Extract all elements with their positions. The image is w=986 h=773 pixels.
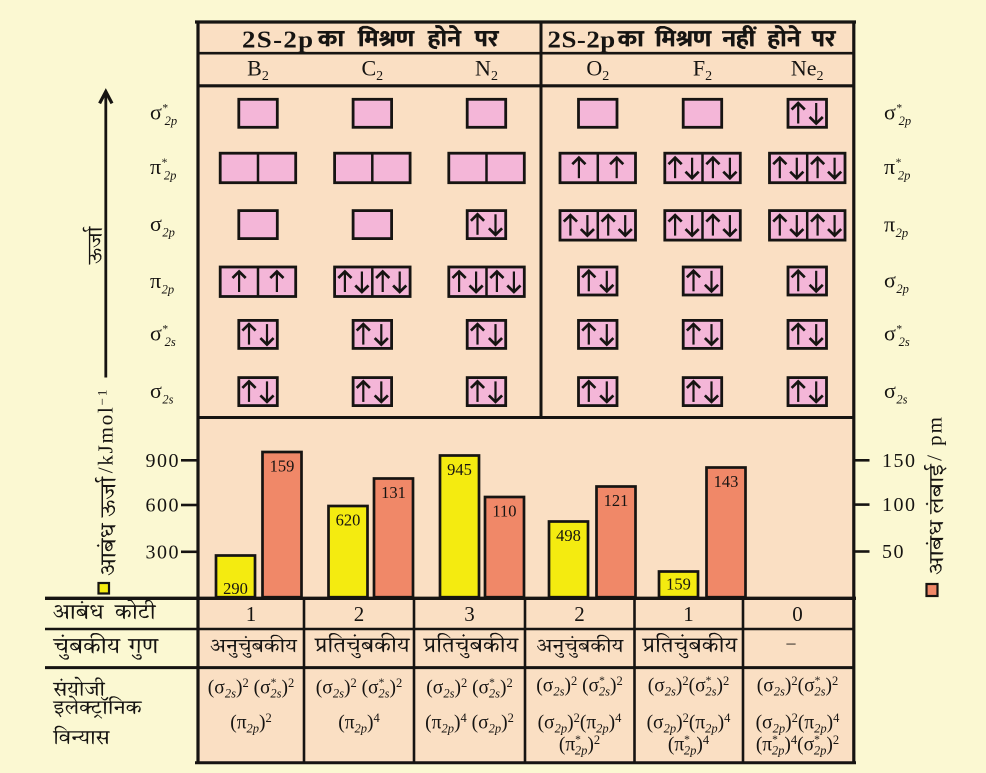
svg-text:σ2p: σ2p <box>884 267 909 296</box>
svg-text:900: 900 <box>146 450 181 472</box>
svg-text:(σ2p)2(π2p)4: (σ2p)2(π2p)4 <box>756 711 841 736</box>
svg-text:(σ2s)2 (σ*2s)2: (σ2s)2 (σ* 2s)2 <box>208 676 294 701</box>
svg-text:(σ2s)2(σ*2s)2: (σ2s)2(σ* 2s)2 <box>757 674 839 699</box>
svg-text:(π*2p)4(σ*2p)2: (π* 2p)4(σ* 2p)2 <box>756 733 839 758</box>
svg-text:143: 143 <box>714 472 739 491</box>
svg-text:3: 3 <box>464 602 475 626</box>
svg-text:π2p: π2p <box>150 268 174 297</box>
svg-text:σ2s: σ2s <box>150 378 174 407</box>
svg-text:π2p: π2p <box>884 212 908 241</box>
svg-text:σ*2p: σ* 2p <box>150 100 177 129</box>
svg-text:(σ2s)2 (σ*2s)2: (σ2s)2 (σ* 2s)2 <box>536 674 622 699</box>
svg-text:110: 110 <box>492 501 516 520</box>
svg-text:(π2p)4: (π2p)4 <box>338 711 380 736</box>
svg-text:100: 100 <box>882 494 917 516</box>
svg-text:620: 620 <box>336 510 361 529</box>
svg-text:σ2p: σ2p <box>150 211 175 240</box>
svg-text:945: 945 <box>447 460 472 479</box>
svg-text:159: 159 <box>666 574 691 593</box>
svg-text:131: 131 <box>381 483 406 502</box>
svg-text:2S-2p: 2S-2p <box>242 26 314 53</box>
svg-text:50: 50 <box>882 541 905 563</box>
svg-text:(σ2p)2(π2p)4: (σ2p)2(π2p)4 <box>647 711 732 736</box>
svg-text:1: 1 <box>246 602 257 626</box>
svg-text:(π2p)2: (π2p)2 <box>230 711 272 736</box>
svg-text:(σ2s)2 (σ*2s)2: (σ2s)2 (σ* 2s)2 <box>316 676 402 701</box>
svg-text:600: 600 <box>146 495 181 517</box>
svg-text:121: 121 <box>604 491 629 510</box>
svg-text:(π*2p)2: (π* 2p)2 <box>559 733 600 758</box>
svg-text:(π*2p)4: (π* 2p)4 <box>668 733 710 758</box>
svg-text:2: 2 <box>354 602 365 626</box>
svg-text:σ*2p: σ* 2p <box>884 100 911 129</box>
svg-text:(σ2p)2(π2p)4: (σ2p)2(π2p)4 <box>538 711 623 736</box>
svg-text:π*2p: π* 2p <box>884 154 910 183</box>
svg-text:/ pm: / pm <box>922 415 946 461</box>
svg-text:–: – <box>786 633 797 653</box>
svg-text:150: 150 <box>882 450 917 472</box>
svg-text:(σ2s)2 (σ*2s)2: (σ2s)2 (σ* 2s)2 <box>426 676 512 701</box>
svg-text:π*2p: π* 2p <box>150 154 176 183</box>
svg-text:/kJmol−1: /kJmol−1 <box>94 388 118 473</box>
svg-text:1: 1 <box>683 602 694 626</box>
svg-text:σ*2s: σ* 2s <box>884 321 910 350</box>
svg-text:(σ2s)2(σ*2s)2: (σ2s)2(σ* 2s)2 <box>648 674 730 699</box>
svg-text:498: 498 <box>556 526 581 545</box>
svg-text:2: 2 <box>574 602 585 626</box>
svg-text:2S-2p: 2S-2p <box>548 26 616 53</box>
svg-text:0: 0 <box>792 602 803 626</box>
svg-text:159: 159 <box>270 456 295 475</box>
svg-text:σ*2s: σ* 2s <box>150 321 176 350</box>
svg-text:300: 300 <box>146 541 181 563</box>
svg-text:(π2p)4 (σ2p)2: (π2p)4 (σ2p)2 <box>425 711 514 736</box>
svg-text:290: 290 <box>223 579 248 598</box>
svg-text:σ2s: σ2s <box>884 378 908 407</box>
